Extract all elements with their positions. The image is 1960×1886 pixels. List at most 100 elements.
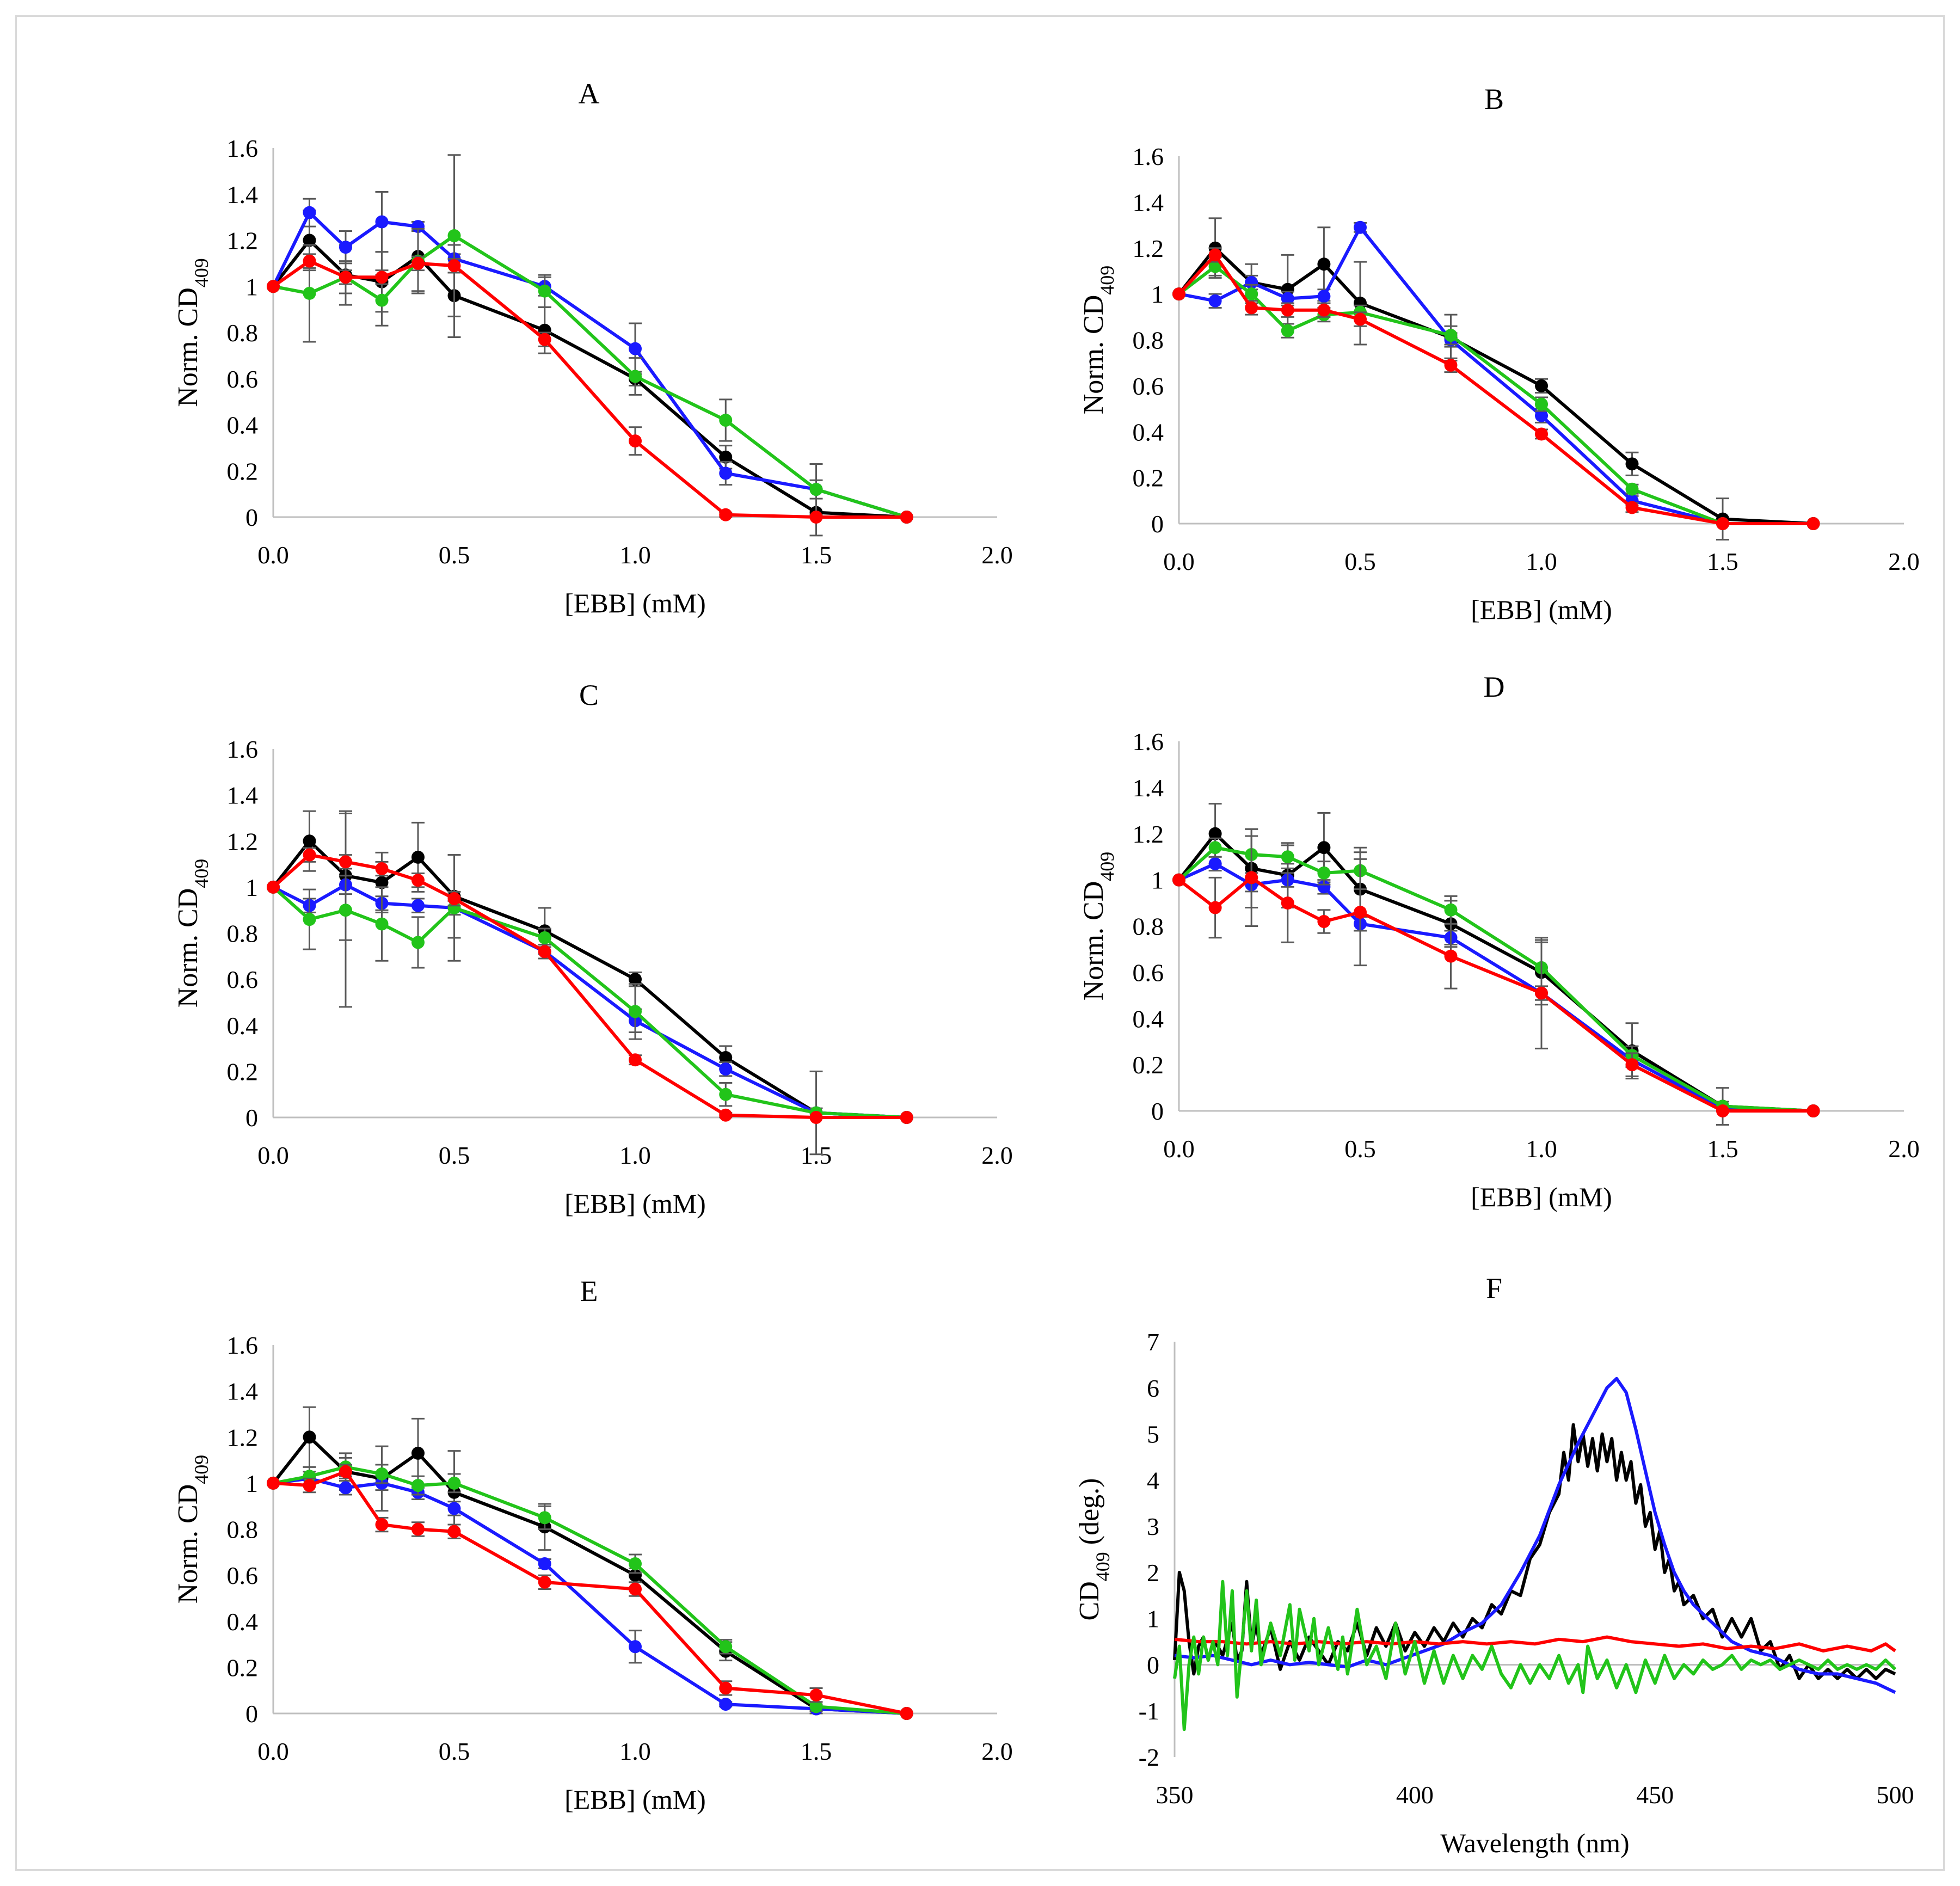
x-tick-label: 0.0 — [257, 1141, 289, 1169]
x-tick-label: 1.5 — [801, 1737, 832, 1765]
x-tick-label: 1.5 — [801, 541, 832, 569]
series-line — [272, 839, 907, 1119]
x-tick-label: 2.0 — [1888, 548, 1920, 575]
panel-A: A 0.0 0.5 1.0 1.5 2.0 0 0.2 0.4 0.6 0.8 1 1.2 1.4 1.6 [… — [173, 77, 1013, 618]
series-line — [1178, 265, 1814, 525]
data-point — [629, 434, 642, 448]
x-tick-label: 350 — [1156, 1781, 1194, 1809]
y-tick-label: 0.2 — [1133, 464, 1164, 492]
x-axis-label: Wavelength (nm) — [1440, 1828, 1629, 1858]
data-point — [375, 215, 389, 229]
data-point — [447, 892, 461, 906]
x-tick-label: 1.0 — [619, 1737, 651, 1765]
y-tick-label: 1.6 — [227, 1331, 259, 1359]
data-point — [447, 901, 461, 914]
y-tick-label: 0.6 — [1133, 372, 1164, 400]
data-point — [719, 466, 733, 480]
y-tick-label: 2 — [1147, 1559, 1159, 1587]
data-point — [1354, 220, 1367, 234]
y-tick-label: 1 — [245, 1470, 258, 1497]
data-point — [303, 913, 316, 926]
data-point — [303, 286, 316, 300]
data-point — [1281, 282, 1294, 296]
data-point — [719, 1698, 733, 1711]
data-point — [339, 1465, 352, 1478]
y-tick-label: 1.2 — [1133, 820, 1164, 848]
data-point — [1625, 457, 1639, 471]
series-line — [1174, 1635, 1896, 1652]
x-axis-label: [EBB] (mM) — [564, 1188, 706, 1219]
data-point — [719, 450, 733, 464]
y-tick-label: 0.8 — [1133, 913, 1164, 941]
data-point — [719, 1062, 733, 1076]
panel-D: D 0.0 0.5 1.0 1.5 2.0 0 0.2 0.4 0.6 0.8 1 1.2 1.4 1.6 [… — [1078, 671, 1920, 1212]
x-tick-label: 2.0 — [981, 1737, 1013, 1765]
panel-title: A — [579, 77, 600, 110]
y-tick-label: 0.2 — [227, 1058, 259, 1085]
data-point — [1317, 257, 1331, 271]
y-tick-label: -2 — [1139, 1743, 1159, 1771]
y-axis-label-sub: 409 — [191, 1455, 212, 1484]
data-point — [1245, 287, 1258, 301]
data-point — [538, 1557, 551, 1570]
y-tick-label: 1 — [1147, 1605, 1159, 1633]
data-point — [1535, 379, 1548, 392]
data-point — [629, 342, 642, 355]
series-black — [267, 810, 913, 1156]
data-point — [447, 1502, 461, 1515]
data-point — [411, 1446, 425, 1460]
data-point — [411, 1522, 425, 1536]
y-tick-label: 0.4 — [227, 411, 259, 439]
series-line — [1173, 1580, 1897, 1731]
data-point — [719, 1088, 733, 1101]
y-tick-label: 4 — [1147, 1466, 1159, 1494]
series-line — [273, 1470, 907, 1715]
y-tick-label: 1 — [245, 874, 258, 901]
y-tick-label: 0 — [1147, 1651, 1159, 1679]
data-point — [538, 945, 551, 959]
y-tick-label: 0.8 — [227, 319, 259, 347]
y-axis-label-main: CD — [1074, 1581, 1105, 1620]
x-axis-label: [EBB] (mM) — [1471, 594, 1612, 625]
data-point — [447, 1476, 461, 1490]
y-tick-label: 0.6 — [1133, 959, 1164, 986]
series-line — [272, 259, 907, 519]
data-point — [629, 370, 642, 383]
series-line — [272, 211, 907, 519]
series-green — [1172, 256, 1820, 530]
y-tick-label: 1.6 — [227, 735, 259, 763]
data-point — [303, 254, 316, 268]
x-tick-label: 1.5 — [1707, 1135, 1738, 1163]
x-tick-label: 0.0 — [1163, 548, 1195, 575]
series-black — [267, 1406, 913, 1720]
series-blue — [1174, 1377, 1896, 1694]
data-point — [447, 259, 461, 273]
data-point — [1354, 297, 1367, 310]
y-axis-label: Norm. CD409 — [1078, 852, 1118, 1001]
x-tick-label: 1.0 — [619, 541, 651, 569]
y-axis-label-main: Norm. CD — [1078, 881, 1109, 1001]
y-tick-label: 1.2 — [1133, 235, 1164, 262]
data-point — [629, 1005, 642, 1018]
data-point — [1245, 276, 1258, 290]
y-tick-label: 0.6 — [227, 966, 259, 993]
series-green — [1173, 1580, 1897, 1731]
panel-title: F — [1486, 1272, 1502, 1305]
data-point — [411, 874, 425, 887]
y-tick-label: 1.4 — [227, 1378, 259, 1405]
series-line — [1173, 1423, 1896, 1680]
data-point — [375, 1467, 389, 1480]
y-tick-label: 1.4 — [1133, 774, 1164, 802]
data-point — [809, 1688, 823, 1702]
data-point — [303, 206, 316, 219]
data-point — [303, 1470, 316, 1483]
y-tick-label: 1.2 — [227, 1423, 259, 1451]
data-point — [1317, 841, 1331, 855]
data-point — [1245, 301, 1258, 315]
data-point — [900, 1111, 913, 1124]
y-axis-label: Norm. CD409 — [173, 258, 212, 407]
series-blue — [267, 1471, 913, 1720]
y-tick-label: 1 — [1151, 280, 1164, 308]
data-point — [447, 229, 461, 243]
